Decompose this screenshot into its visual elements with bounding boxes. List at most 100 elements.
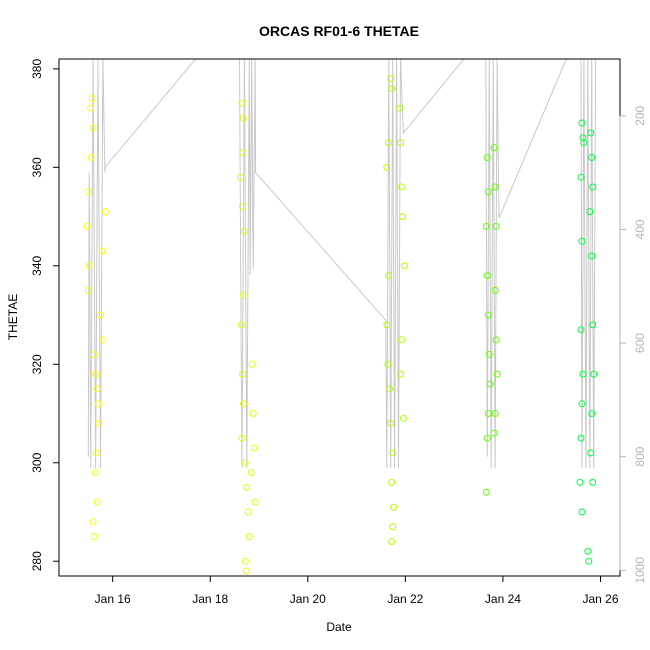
data-point [90,350,98,358]
data-point [493,370,501,378]
data-point [384,360,392,368]
data-point [579,370,587,378]
data-point [588,410,596,417]
data-point [577,326,585,334]
data-point [588,154,596,161]
data-point [590,370,598,378]
data-point [400,262,408,270]
x-tick-label: Jan 20 [290,592,326,606]
chart-title: ORCAS RF01-6 THETAE [259,23,419,39]
data-point [589,478,597,486]
data-point [584,547,592,555]
x-tick-label: Jan 24 [485,592,521,606]
plot-frame [58,58,621,577]
data-point [248,360,256,368]
data-point [389,449,397,457]
data-point [88,94,96,102]
data-point [241,557,249,565]
data-point [586,208,594,216]
secondary-tick-label: 200 [633,105,647,125]
data-point [579,134,587,142]
data-point [484,410,492,417]
data-point [94,400,102,408]
data-point [239,114,247,122]
data-point [93,385,101,393]
data-point [385,272,393,280]
secondary-tick-label: 800 [633,446,647,466]
data-point [87,104,95,112]
data-points-layer [83,75,598,575]
data-point [240,227,248,235]
data-point [578,237,586,245]
y-tick-label: 380 [30,59,44,79]
data-point [97,311,104,319]
data-point [482,222,490,230]
data-point [249,410,257,417]
data-point [92,370,100,378]
data-point [483,434,491,442]
data-point [490,144,498,152]
data-point [92,449,100,457]
data-point [486,380,494,388]
data-point [387,75,395,83]
x-tick-label: Jan 26 [582,592,618,606]
data-point [83,222,91,230]
data-point [238,149,246,157]
x-tick-label: Jan 22 [387,592,423,606]
data-point [587,449,595,457]
data-point [577,173,585,181]
data-point [383,163,391,171]
data-point [238,370,246,378]
data-point [383,321,391,329]
secondary-tick-label: 600 [633,333,647,353]
data-point [398,336,405,344]
data-point [247,469,255,477]
data-point [483,154,491,161]
data-point [90,533,98,541]
data-point [491,183,499,191]
data-point [491,286,499,294]
data-point [398,183,405,191]
data-point [238,203,246,211]
data-point [84,286,92,294]
data-point [99,336,107,344]
x-axis-title: Date [326,620,352,634]
x-tick-label: Jan 18 [192,592,228,606]
data-point [101,208,109,216]
data-point [491,410,499,417]
secondary-y-axis: 200 400 600 800 1000 [619,105,647,584]
data-point [95,419,103,427]
data-point [243,483,251,491]
data-point [250,444,258,452]
data-point [237,173,244,181]
y-tick-label: 360 [30,157,44,177]
data-point [238,434,246,442]
data-point [238,99,246,107]
y-tick-label: 320 [30,354,44,374]
data-point [578,508,586,516]
data-point [484,188,492,196]
data-point [388,478,396,486]
pressure-line [87,58,597,469]
data-point [483,272,491,280]
data-point [251,498,259,506]
data-point [85,262,93,270]
y-tick-label: 300 [30,452,44,472]
data-point [490,429,498,437]
data-point [384,139,392,147]
data-point [84,188,92,196]
data-point [580,139,588,147]
y-tick-label: 280 [30,551,44,571]
data-point [98,247,106,255]
data-point [578,119,586,127]
data-point [589,321,597,329]
data-point [588,252,596,260]
data-point [245,533,253,541]
y-axis-title: THETAE [6,294,20,340]
data-point [485,350,493,358]
data-point [89,124,97,132]
data-point [398,213,406,221]
x-axis: Jan 16 Jan 18 Jan 20 Jan 22 Jan 24 Jan 26 [95,575,619,606]
data-point [576,478,584,486]
